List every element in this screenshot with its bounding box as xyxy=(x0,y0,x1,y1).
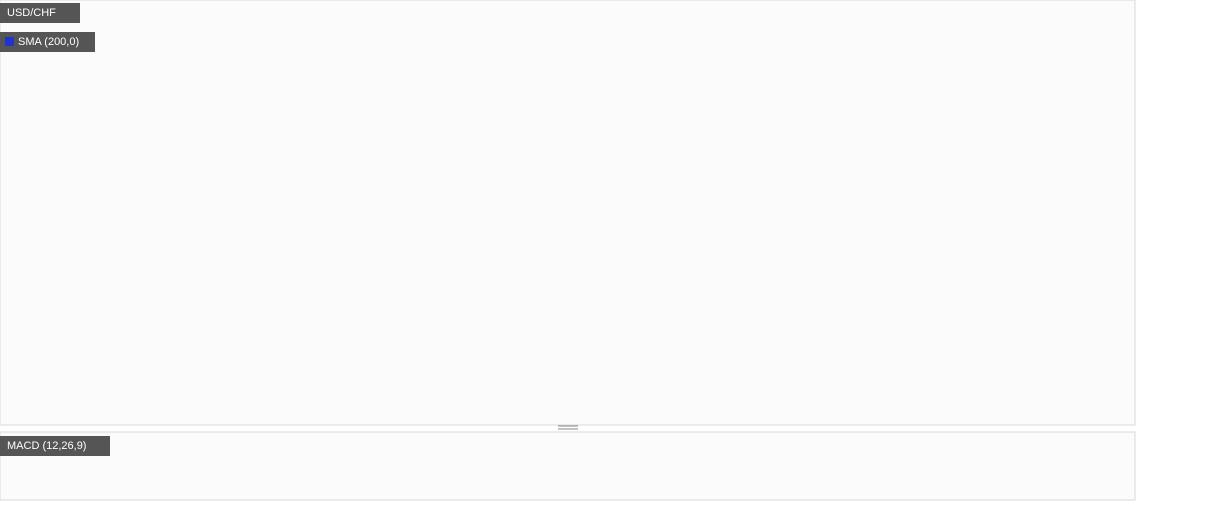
labels: USD/CHF SMA (200,0) MACD (12,26,9) xyxy=(0,3,110,456)
macd-panel xyxy=(0,431,1136,501)
symbol: USD/CHF xyxy=(7,7,56,19)
indicator-swatch xyxy=(5,37,14,46)
macd-box xyxy=(0,436,110,456)
indicator-box xyxy=(0,32,95,52)
symbol-box xyxy=(0,3,80,23)
price-panel xyxy=(0,0,1136,426)
macd-title: MACD (12,26,9) xyxy=(7,440,86,452)
indicator: SMA (200,0) xyxy=(18,36,79,48)
